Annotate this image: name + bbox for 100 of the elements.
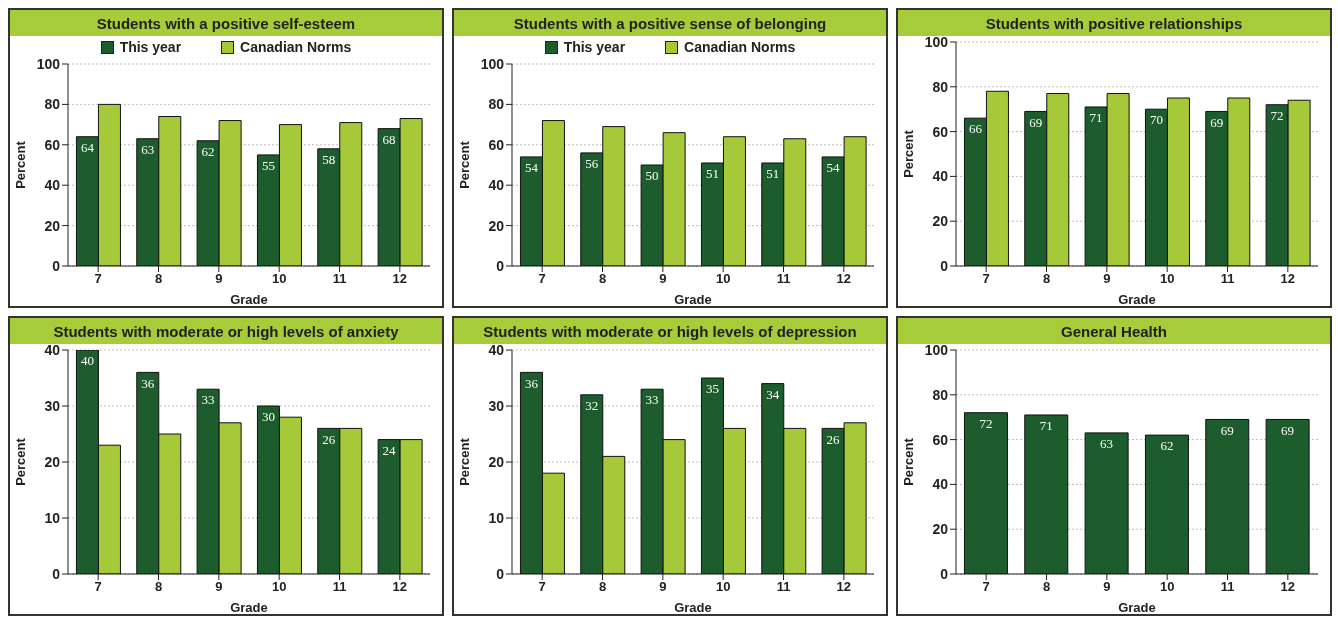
x-tick-label: 9	[659, 579, 667, 595]
x-tick-label: 12	[836, 271, 852, 287]
x-tick-label: 7	[982, 579, 990, 595]
data-label: 54	[826, 160, 841, 176]
data-label: 72	[1270, 107, 1284, 123]
x-tick-label: 8	[598, 579, 607, 595]
data-label: 72	[979, 415, 993, 431]
data-label: 62	[201, 143, 215, 159]
x-tick-label: 8	[154, 271, 163, 287]
data-label: 26	[322, 431, 336, 447]
y-tick-label: 10	[44, 509, 61, 526]
x-tick-label: 11	[776, 271, 791, 287]
x-tick-label: 8	[154, 579, 163, 595]
y-axis-title: Percent	[12, 140, 28, 189]
y-tick-label: 0	[52, 565, 61, 582]
data-label: 26	[826, 431, 841, 447]
data-label: 63	[141, 141, 155, 157]
y-tick-label: 20	[932, 521, 949, 538]
data-label: 56	[585, 156, 599, 172]
x-axis-title: Grade	[1118, 600, 1156, 615]
x-tick-label: 9	[215, 271, 223, 287]
y-tick-label: 100	[924, 341, 949, 358]
y-tick-label: 0	[496, 565, 505, 582]
y-tick-label: 80	[488, 96, 505, 113]
y-tick-label: 100	[480, 55, 505, 72]
chart-title: Students with a positive sense of belonging	[454, 10, 886, 36]
chart-title: Students with moderate or high levels of anxiety	[53, 322, 399, 340]
x-tick-label: 10	[1159, 579, 1175, 595]
x-tick-label: 10	[271, 579, 287, 595]
y-tick-label: 80	[932, 78, 949, 95]
x-tick-label: 12	[1280, 579, 1296, 595]
data-label: 64	[80, 139, 95, 155]
data-label: 33	[645, 392, 659, 408]
y-tick-label: 10	[488, 509, 505, 526]
x-tick-label: 10	[1159, 271, 1175, 287]
x-tick-label: 9	[215, 579, 223, 595]
chart-title: Students with positive relationships	[985, 14, 1243, 32]
data-label: 71	[1089, 110, 1103, 126]
data-label: 30	[261, 409, 275, 425]
y-tick-label: 60	[44, 136, 61, 153]
x-tick-label: 12	[1280, 271, 1296, 287]
data-label: 32	[585, 398, 599, 414]
bar	[1265, 418, 1310, 574]
data-label: 68	[382, 131, 396, 147]
data-label: 69	[1220, 422, 1234, 438]
bar	[1024, 414, 1069, 574]
y-tick-label: 60	[932, 123, 949, 140]
y-tick-label: 40	[44, 177, 61, 194]
data-label: 36	[141, 375, 155, 391]
data-label: 69	[1029, 114, 1043, 130]
y-tick-label: 20	[932, 213, 949, 230]
data-label: 51	[766, 166, 780, 182]
x-tick-label: 8	[598, 271, 607, 287]
x-tick-label: 9	[1103, 579, 1111, 595]
x-tick-label: 7	[538, 579, 546, 595]
data-label: 33	[201, 392, 215, 408]
x-tick-label: 7	[538, 271, 546, 287]
data-label: 35	[705, 381, 719, 397]
x-tick-label: 9	[659, 271, 667, 287]
y-axis-title: Percent	[12, 437, 28, 486]
data-label: 58	[322, 152, 336, 168]
legend-label: This year	[562, 39, 626, 55]
legend-label: Canadian Norms	[683, 39, 796, 55]
x-tick-label: 9	[1103, 271, 1111, 287]
y-tick-label: 60	[932, 431, 949, 448]
x-tick-label: 10	[715, 579, 731, 595]
y-tick-label: 20	[44, 217, 61, 234]
x-tick-label: 12	[392, 579, 408, 595]
y-tick-label: 40	[488, 177, 505, 194]
legend-label: This year	[118, 39, 182, 55]
y-tick-label: 100	[36, 55, 61, 72]
x-tick-label: 7	[94, 579, 102, 595]
x-tick-label: 10	[271, 271, 287, 287]
y-tick-label: 40	[932, 476, 949, 493]
data-label: 62	[1160, 438, 1174, 454]
x-tick-label: 11	[776, 579, 791, 595]
y-axis-title: Percent	[900, 129, 916, 178]
data-label: 63	[1100, 436, 1114, 452]
chart-title: Students with a positive self-esteem	[10, 10, 442, 36]
x-tick-label: 7	[982, 271, 990, 287]
data-label: 71	[1039, 418, 1053, 434]
bar	[1084, 432, 1129, 574]
data-label: 55	[261, 158, 275, 174]
x-tick-label: 11	[332, 579, 347, 595]
x-tick-label: 10	[715, 271, 731, 287]
y-axis-title: Percent	[900, 437, 916, 486]
y-tick-label: 20	[488, 217, 505, 234]
data-label: 51	[705, 166, 719, 182]
data-label: 50	[645, 168, 659, 184]
x-tick-label: 8	[1042, 271, 1051, 287]
x-tick-label: 7	[94, 271, 102, 287]
data-label: 34	[766, 386, 780, 402]
y-tick-label: 0	[940, 257, 949, 274]
chart-title: Students with moderate or high levels of depression	[483, 322, 857, 340]
legend-label: Canadian Norms	[239, 39, 352, 55]
bar	[963, 412, 1008, 574]
x-tick-label: 12	[836, 579, 852, 595]
y-tick-label: 80	[44, 96, 61, 113]
y-tick-label: 40	[44, 341, 61, 358]
y-tick-label: 0	[940, 565, 949, 582]
